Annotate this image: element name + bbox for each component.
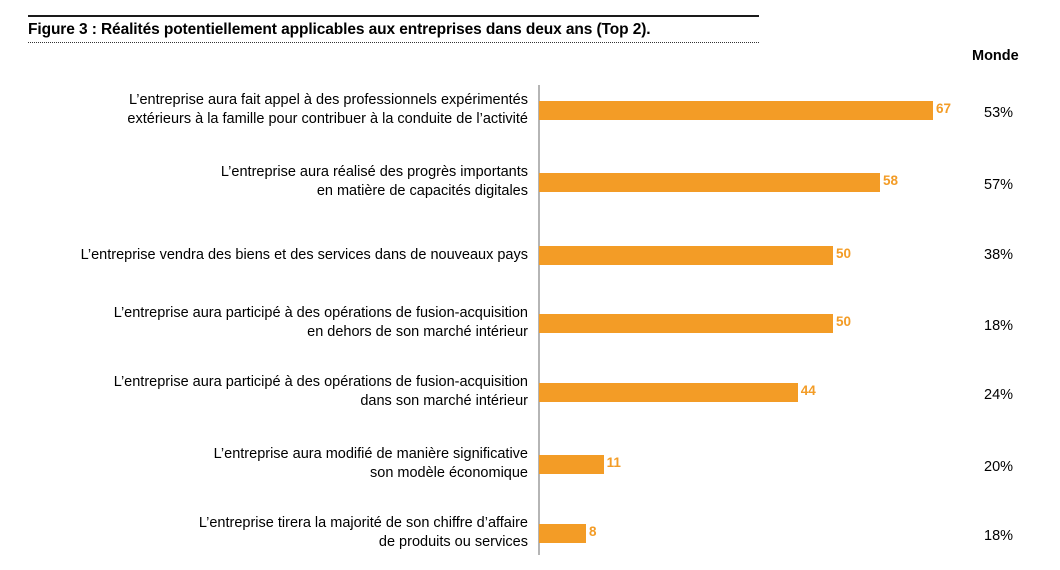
category-label-line: L’entreprise aura réalisé des progrès im… — [220, 164, 528, 180]
category-label: L’entreprise aura participé à des opérat… — [114, 304, 528, 342]
monde-column-header: Monde — [972, 48, 1019, 64]
top-rule — [28, 15, 759, 17]
category-label-line: en dehors de son marché intérieur — [307, 324, 528, 340]
bar-value-label: 50 — [836, 246, 852, 261]
category-label-line: dans son marché intérieur — [360, 393, 528, 409]
bar — [539, 245, 833, 265]
category-label: L’entreprise aura réalisé des progrès im… — [221, 163, 528, 201]
chart-title: Figure 3 : Réalités potentiellement appl… — [28, 21, 651, 38]
category-label-line: L’entreprise vendra des biens et des ser… — [80, 246, 528, 263]
bar — [539, 523, 587, 543]
monde-value: 57% — [984, 177, 1014, 193]
bar — [539, 382, 798, 402]
monde-value: 18% — [984, 528, 1014, 544]
category-label-line: en matière de capacités digitales — [316, 183, 528, 199]
bar — [539, 172, 881, 192]
bar — [539, 454, 604, 474]
category-label: L’entreprise vendra des biens et des ser… — [81, 246, 528, 265]
bar-value-label: 11 — [606, 455, 621, 470]
category-label: L’entreprise aura modifié de manière sig… — [214, 445, 528, 483]
category-label: L’entreprise tirera la majorité de son c… — [199, 514, 528, 552]
monde-value: 24% — [984, 387, 1014, 403]
category-label-line: son modèle économique — [370, 465, 528, 481]
y-axis-line — [538, 85, 540, 555]
category-label-line: L’entreprise aura fait appel à des profe… — [129, 92, 528, 108]
bar-value-label: 8 — [589, 524, 597, 539]
title-dotted-underline — [28, 42, 759, 43]
category-label-line: L’entreprise aura participé à des opérat… — [113, 374, 528, 390]
category-label-line: de produits ou services — [378, 534, 528, 550]
category-label-line: L’entreprise tirera la majorité de son c… — [198, 515, 528, 531]
monde-value: 53% — [984, 105, 1014, 121]
bar-value-label: 67 — [935, 101, 951, 116]
bar-value-label: 50 — [836, 314, 852, 329]
category-label-line: L’entreprise aura modifié de manière sig… — [213, 446, 528, 462]
category-label: L’entreprise aura participé à des opérat… — [114, 373, 528, 411]
bar — [539, 313, 833, 333]
bar — [539, 100, 933, 120]
monde-value: 18% — [984, 318, 1014, 334]
monde-value: 20% — [984, 459, 1014, 475]
monde-value: 38% — [984, 247, 1014, 263]
category-label: L’entreprise aura fait appel à des profe… — [127, 91, 528, 129]
category-label-line: extérieurs à la famille pour contribuer … — [127, 111, 528, 127]
bar-value-label: 58 — [883, 173, 899, 188]
bar-value-label: 44 — [800, 383, 816, 398]
category-label-line: L’entreprise aura participé à des opérat… — [113, 305, 528, 321]
